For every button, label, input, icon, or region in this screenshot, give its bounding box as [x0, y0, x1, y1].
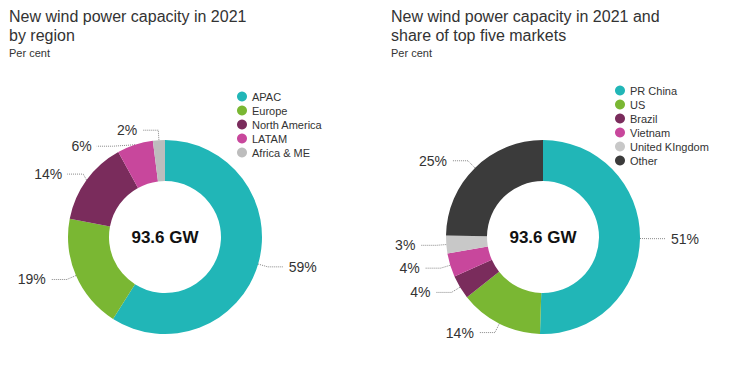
svg-text:Africa & ME: Africa & ME	[252, 147, 310, 159]
svg-text:by region: by region	[9, 27, 75, 44]
svg-text:2%: 2%	[117, 122, 137, 138]
svg-text:14%: 14%	[34, 166, 62, 182]
svg-text:New wind power capacity in 202: New wind power capacity in 2021	[9, 8, 251, 25]
svg-text:Brazil: Brazil	[630, 113, 658, 125]
svg-text:LATAM: LATAM	[252, 133, 287, 145]
svg-text:New wind power capacity in 202: New wind power capacity in 2021 and	[391, 8, 664, 25]
svg-text:share of top five markets: share of top five markets	[391, 27, 566, 44]
svg-text:93.6 GW: 93.6 GW	[131, 228, 199, 247]
svg-text:APAC: APAC	[252, 91, 281, 103]
svg-text:19%: 19%	[18, 271, 46, 287]
svg-text:Per cent: Per cent	[391, 47, 432, 59]
svg-text:3%: 3%	[395, 237, 415, 253]
svg-text:Per cent: Per cent	[9, 47, 50, 59]
svg-text:25%: 25%	[419, 153, 447, 169]
svg-text:Other: Other	[630, 155, 658, 167]
svg-text:North America: North America	[252, 119, 323, 131]
svg-text:PR China: PR China	[630, 85, 678, 97]
svg-text:59%: 59%	[289, 259, 317, 275]
svg-text:51%: 51%	[671, 231, 699, 247]
svg-text:4%: 4%	[399, 260, 419, 276]
svg-text:US: US	[630, 99, 645, 111]
svg-text:Vietnam: Vietnam	[630, 127, 670, 139]
svg-text:93.6 GW: 93.6 GW	[509, 228, 577, 247]
svg-text:Europe: Europe	[252, 105, 287, 117]
svg-text:4%: 4%	[410, 284, 430, 300]
svg-text:14%: 14%	[446, 325, 474, 341]
svg-text:United KIngdom: United KIngdom	[630, 141, 709, 153]
svg-text:6%: 6%	[72, 138, 92, 154]
